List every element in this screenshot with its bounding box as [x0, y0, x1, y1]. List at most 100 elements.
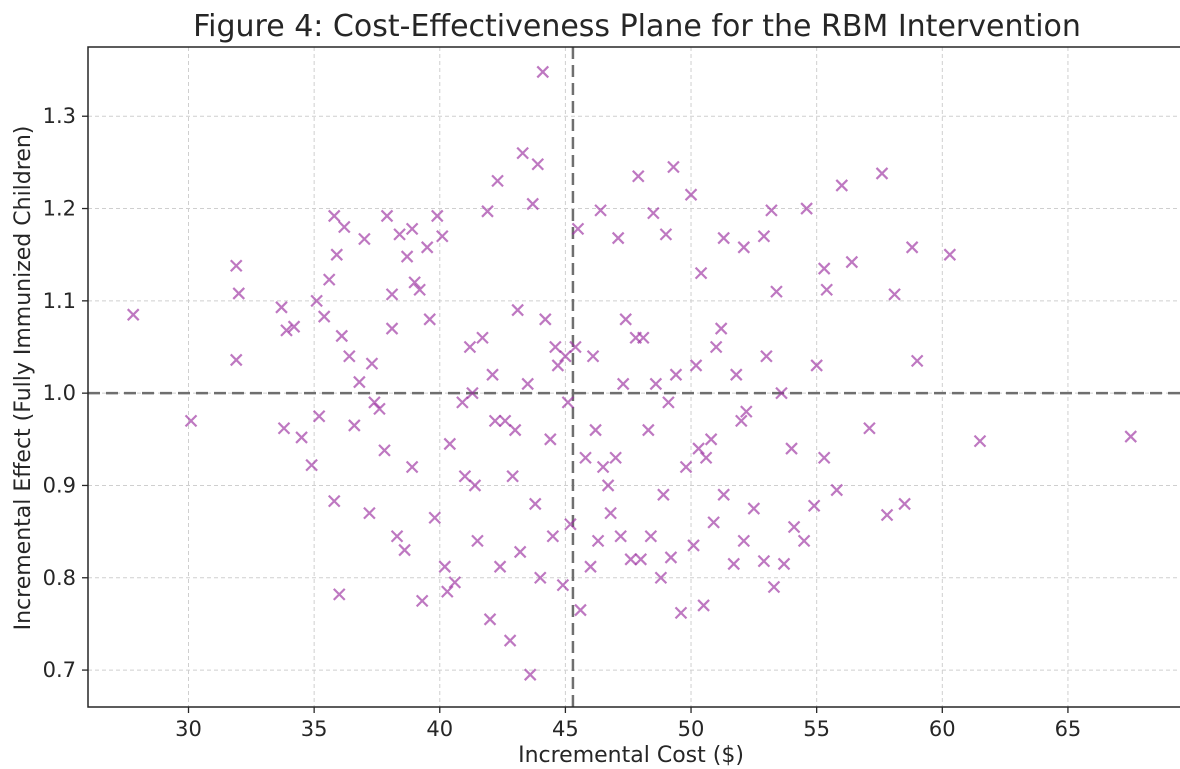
data-point: [458, 469, 472, 483]
data-point: [880, 508, 894, 522]
data-point: [757, 229, 771, 243]
data-point: [280, 324, 293, 337]
x-tick-label: 35: [301, 717, 328, 741]
data-point: [689, 359, 703, 372]
data-point: [659, 228, 673, 241]
data-point: [493, 560, 507, 573]
data-point: [611, 231, 625, 245]
data-point: [760, 349, 773, 363]
data-point: [910, 354, 924, 368]
data-point: [717, 231, 730, 245]
data-point: [657, 488, 670, 501]
data-point: [232, 287, 246, 300]
data-point: [546, 529, 560, 543]
data-point: [428, 511, 442, 525]
data-point: [644, 529, 658, 543]
x-tick-label: 50: [678, 717, 705, 741]
data-point: [400, 250, 414, 263]
data-point: [312, 409, 326, 423]
data-point: [737, 241, 751, 254]
data-point: [415, 594, 429, 608]
data-point: [717, 488, 730, 501]
data-point: [310, 294, 323, 308]
data-point: [408, 276, 421, 289]
data-point: [420, 241, 434, 254]
data-point: [735, 414, 748, 428]
data-point: [468, 479, 482, 492]
y-axis-label: Incremental Effect (Fully Immunized Chil…: [11, 126, 36, 631]
data-point: [441, 585, 454, 598]
data-point: [642, 423, 655, 437]
data-point: [305, 458, 318, 472]
y-axis-ticks: 0.7 0.8 0.9 1.0 1.1 1.2 1.3: [43, 104, 88, 682]
data-point: [511, 303, 524, 317]
data-point: [579, 451, 592, 465]
data-point: [785, 442, 798, 455]
y-tick-label: 1.3: [43, 104, 76, 128]
data-point: [631, 169, 645, 183]
data-point: [845, 255, 859, 269]
data-point: [358, 232, 371, 246]
data-point: [513, 545, 527, 559]
data-point: [569, 340, 582, 354]
data-point: [229, 259, 243, 273]
data-point: [797, 534, 811, 548]
data-point: [835, 179, 849, 192]
data-point: [586, 349, 600, 363]
data-point: [398, 543, 411, 557]
data-point: [564, 517, 577, 531]
data-point: [604, 506, 617, 520]
data-point: [523, 668, 537, 681]
data-point: [619, 313, 632, 326]
data-point: [184, 414, 198, 428]
y-tick-label: 1.0: [43, 381, 76, 405]
data-point: [287, 320, 301, 333]
data-point: [767, 580, 781, 594]
data-point: [508, 423, 522, 437]
data-point: [385, 288, 399, 301]
data-point: [488, 414, 502, 428]
data-point: [647, 206, 660, 220]
data-point: [549, 340, 562, 354]
data-point: [609, 451, 622, 465]
data-point: [654, 571, 668, 585]
data-point: [539, 313, 552, 326]
data-point: [697, 599, 710, 612]
data-point: [481, 205, 494, 218]
data-point: [275, 301, 288, 314]
chart-title: Figure 4: Cost-Effectiveness Plane for t…: [193, 9, 1081, 44]
data-point: [503, 634, 517, 647]
data-point: [528, 497, 542, 511]
data-point: [810, 359, 823, 372]
x-tick-label: 45: [552, 717, 579, 741]
data-point: [800, 202, 813, 215]
data-point: [770, 285, 783, 298]
data-point: [679, 460, 693, 474]
data-point: [551, 359, 565, 372]
data-point: [380, 209, 394, 223]
data-point: [584, 560, 597, 573]
data-point: [516, 146, 529, 160]
data-point: [649, 377, 663, 391]
data-point: [1124, 430, 1138, 443]
data-point: [634, 553, 648, 566]
data-point: [348, 419, 361, 432]
data-point: [898, 497, 911, 511]
data-point: [506, 469, 519, 483]
data-point: [536, 65, 550, 79]
data-point: [704, 433, 718, 446]
x-tick-label: 40: [426, 717, 453, 741]
data-point: [317, 310, 331, 323]
data-point: [714, 322, 728, 335]
x-tick-label: 60: [929, 717, 956, 741]
data-point: [875, 167, 889, 180]
data-point: [327, 209, 341, 223]
data-point: [486, 368, 499, 381]
data-point: [430, 209, 444, 223]
data-point: [526, 197, 540, 211]
data-points: [128, 65, 1138, 681]
x-tick-label: 55: [803, 717, 830, 741]
data-point: [483, 613, 497, 626]
data-point: [471, 534, 484, 548]
